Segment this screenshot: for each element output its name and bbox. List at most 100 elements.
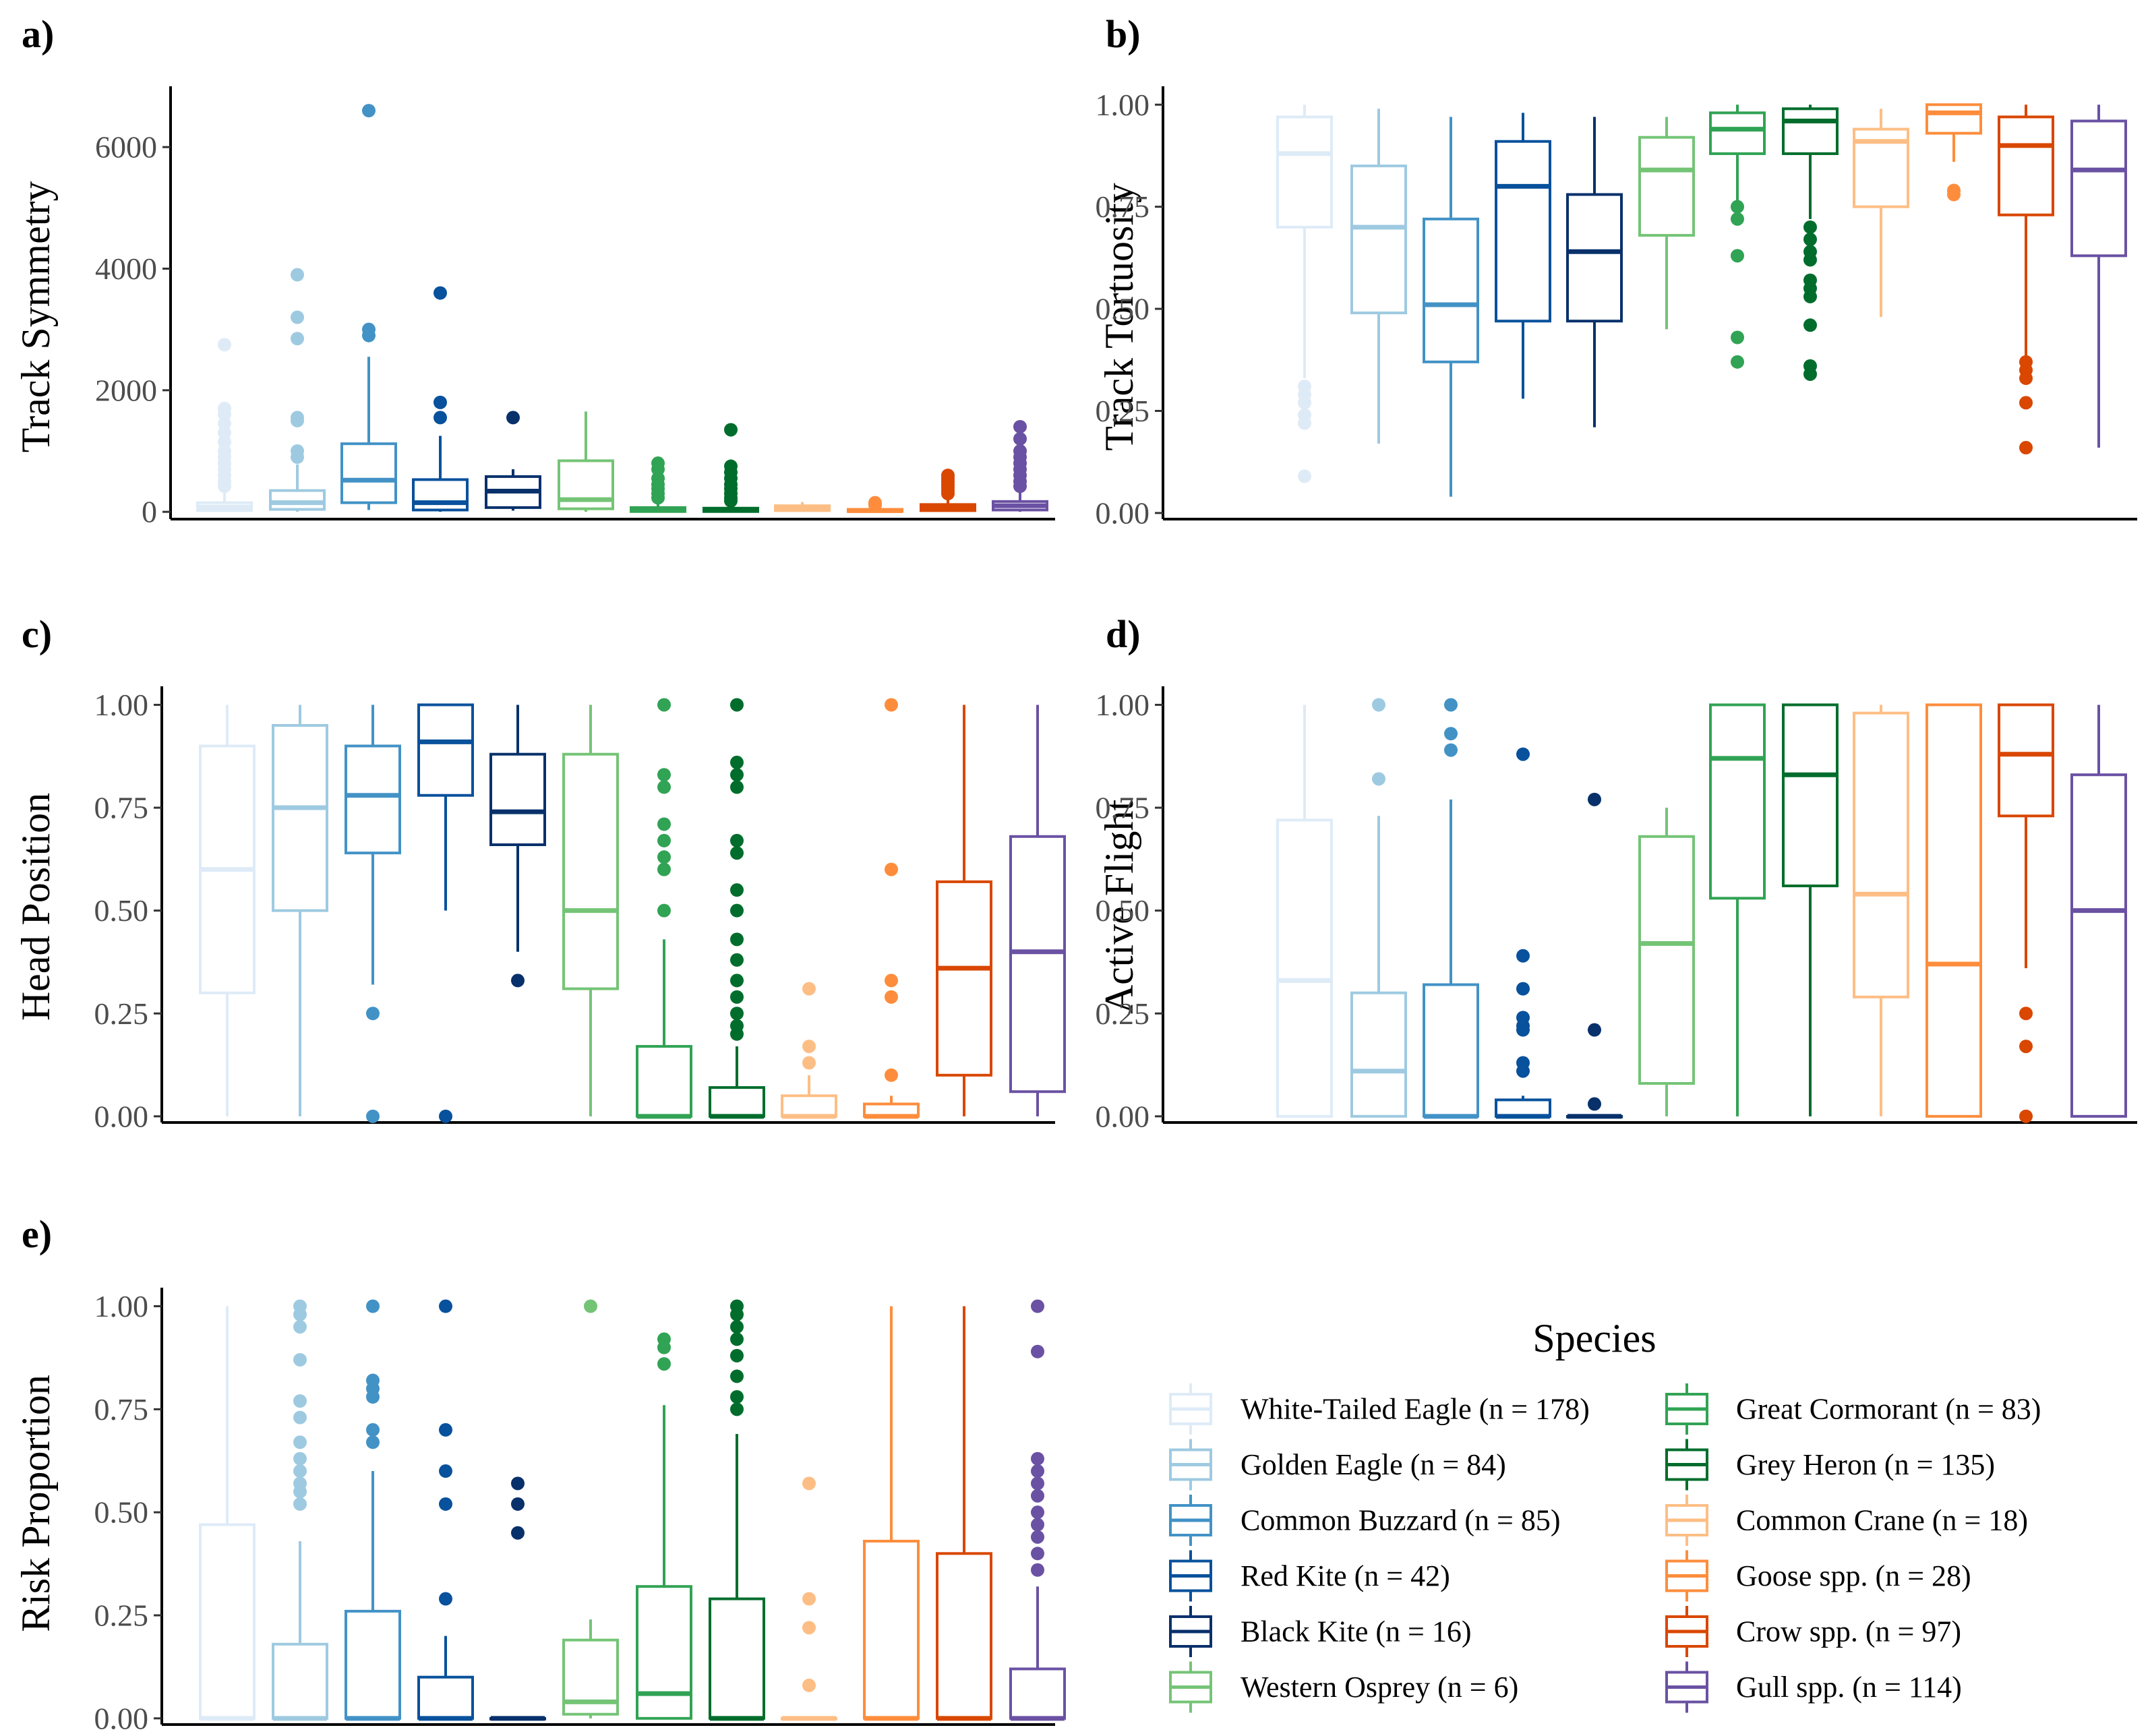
box-11: [936, 1306, 992, 1721]
outlier-point: [730, 780, 744, 794]
outlier-point: [362, 328, 376, 342]
box-4: [1495, 113, 1551, 399]
y-axis-title: Risk Proportion: [13, 1375, 58, 1632]
outlier-point: [730, 755, 744, 769]
outlier-point: [730, 932, 744, 947]
box-7: [630, 456, 686, 513]
box-8: [1782, 703, 1839, 1116]
outlier-point: [2019, 441, 2033, 455]
outlier-point: [362, 104, 376, 118]
outlier-point: [1444, 698, 1458, 712]
iqr-box: [345, 1609, 401, 1720]
outlier-point: [366, 1007, 380, 1021]
outlier-point: [657, 1357, 671, 1371]
outlier-point: [657, 833, 671, 847]
iqr-box: [1998, 115, 2054, 216]
outlier-point: [439, 1299, 452, 1313]
legend-item: Goose spp. (n = 28): [1665, 1550, 1971, 1602]
y-tick-label: 0.00: [94, 1099, 149, 1133]
y-axis-title: Track Tortuosity: [1097, 183, 1141, 451]
box-4: [1495, 747, 1551, 1119]
legend: Species White-Tailed Eagle (n = 178) Golde…: [1169, 1316, 2041, 1713]
iqr-box: [636, 1045, 692, 1118]
iqr-box: [1709, 703, 1766, 900]
outlier-point: [868, 498, 882, 512]
panel-label: c): [22, 612, 52, 656]
outlier-point: [291, 310, 304, 324]
box-8: [1782, 104, 1839, 381]
iqr-box: [1998, 703, 2054, 818]
y-tick-label: 2000: [95, 373, 157, 407]
box-9: [781, 982, 837, 1119]
outlier-point: [434, 395, 447, 409]
outlier-point: [293, 1410, 307, 1425]
y-tick-label: 0: [142, 495, 157, 529]
outlier-point: [2019, 1040, 2033, 1054]
outlier-point: [724, 423, 738, 437]
outlier-point: [1803, 318, 1817, 332]
iqr-box: [2070, 119, 2127, 258]
iqr-box: [1350, 991, 1407, 1118]
outlier-point: [1031, 1563, 1044, 1577]
iqr-box: [1423, 217, 1479, 363]
outlier-point: [730, 833, 744, 847]
outlier-point: [293, 1435, 307, 1449]
y-tick-label: 0.25: [1096, 996, 1150, 1031]
legend-label: Common Crane (n = 18): [1736, 1504, 2028, 1537]
box-12: [992, 419, 1048, 512]
outlier-point: [366, 1109, 380, 1123]
legend-item: Crow spp. (n = 97): [1665, 1606, 1961, 1657]
box-7: [636, 698, 692, 1119]
legend-label: Great Cormorant (n = 83): [1736, 1393, 2041, 1426]
iqr-box: [1925, 703, 1982, 1118]
outlier-point: [1731, 355, 1744, 369]
outlier-point: [657, 768, 671, 782]
outlier-point: [1031, 1547, 1044, 1561]
box-7: [1709, 104, 1766, 369]
legend-label: Western Osprey (n = 6): [1241, 1671, 1518, 1704]
box-4: [417, 703, 474, 1123]
outlier-point: [2019, 371, 2033, 386]
outlier-point: [1516, 1064, 1530, 1078]
outlier-point: [439, 1592, 452, 1606]
panel-label: e): [22, 1212, 52, 1256]
box-1: [199, 705, 256, 1116]
outlier-point: [657, 817, 671, 831]
box-12: [1009, 705, 1066, 1116]
outlier-point: [1298, 396, 1311, 410]
panel-label: a): [22, 12, 54, 56]
outlier-point: [657, 1340, 671, 1354]
box-8: [703, 423, 759, 513]
box-12: [1009, 1299, 1066, 1721]
box-5: [1566, 117, 1623, 427]
outlier-point: [293, 1320, 307, 1334]
iqr-box: [417, 703, 474, 797]
outlier-point: [802, 1476, 816, 1491]
y-tick-label: 0.25: [1096, 394, 1150, 428]
outlier-point: [291, 268, 304, 282]
y-tick-label: 4000: [95, 251, 157, 286]
outlier-point: [1013, 479, 1027, 493]
iqr-box: [936, 880, 992, 1077]
panel-b: b) Track Tortuosity 0.00 0.25 0.50 0.75 1.00: [1096, 12, 2137, 530]
iqr-box: [1350, 164, 1407, 315]
outlier-point: [1516, 1023, 1530, 1037]
outlier-point: [730, 698, 744, 712]
legend-item: Black Kite (n = 16): [1169, 1606, 1472, 1657]
outlier-point: [2019, 1007, 2033, 1021]
outlier-point: [1803, 220, 1817, 234]
outlier-point: [941, 487, 955, 501]
outlier-point: [1803, 289, 1817, 303]
outlier-point: [730, 990, 744, 1004]
iqr-box: [1495, 1098, 1551, 1118]
outlier-point: [434, 411, 447, 425]
outlier-point: [511, 974, 525, 988]
outlier-point: [802, 1621, 816, 1635]
outlier-point: [730, 846, 744, 860]
iqr-box: [272, 1642, 328, 1720]
outlier-point: [1803, 233, 1817, 247]
iqr-box: [1782, 703, 1839, 888]
iqr-box: [1009, 835, 1066, 1094]
outlier-point: [439, 1423, 452, 1437]
